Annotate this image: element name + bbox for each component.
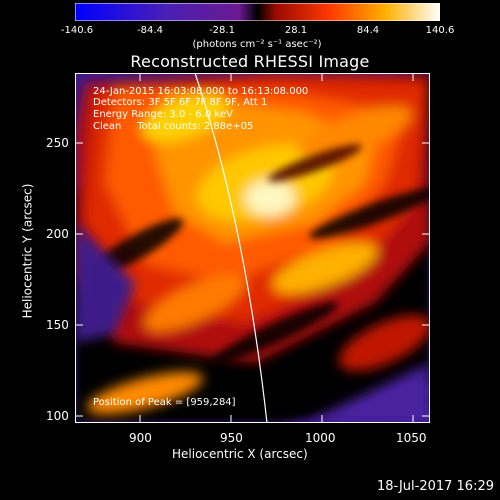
energy-range-label: Energy Range: 3.0 - 6.0 keV [93,109,233,120]
colorbar-tick: 28.1 [284,25,308,36]
x-tick-label: 950 [220,431,243,445]
detectors-label: Detectors: 3F 5F 6F 7F 8F 9F, Att 1 [93,97,268,108]
x-tick-label: 900 [129,431,152,445]
y-tick-label: 100 [46,409,69,423]
colorbar-tick: 140.6 [425,25,455,36]
y-tick-label: 150 [46,318,69,332]
timestamp: 18-Jul-2017 16:29 [376,479,494,494]
colorbar-tick: -84.4 [137,25,163,36]
x-axis-label: Heliocentric X (arcsec) [172,447,308,461]
peak-position-label: Position of Peak = [959,284] [93,397,236,408]
y-tick-label: 200 [46,227,69,241]
colorbar-tick: 84.4 [356,25,380,36]
colorbar-tick: -140.6 [60,25,94,36]
colorbar-units: (photons cm⁻² s⁻¹ asec⁻²) [192,39,322,50]
colorbar [75,3,440,21]
x-tick-label: 1050 [396,431,427,445]
colorbar-tick: -28.1 [209,25,235,36]
y-axis-label: Heliocentric Y (arcsec) [20,183,35,319]
solar-limb-curve [194,73,268,423]
image-title: Reconstructed RHESSI Image [130,52,370,71]
rhessi-image [75,73,430,423]
y-tick-label: 250 [46,136,69,150]
image-plot: 24-Jan-2015 16:03:08.000 to 16:13:08.000… [75,73,430,423]
time-range-label: 24-Jan-2015 16:03:08.000 to 16:13:08.000 [93,86,309,97]
clean-info-label: Clean Total counts: 2.88e+05 [93,121,254,132]
x-tick-label: 1000 [305,431,336,445]
